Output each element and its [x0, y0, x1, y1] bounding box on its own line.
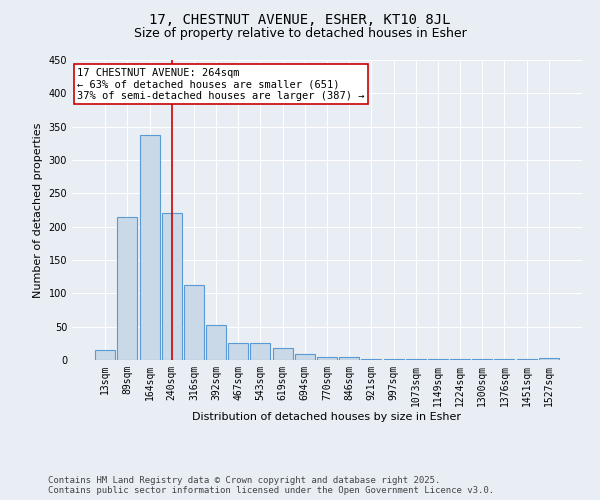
Text: 17, CHESTNUT AVENUE, ESHER, KT10 8JL: 17, CHESTNUT AVENUE, ESHER, KT10 8JL: [149, 12, 451, 26]
Text: 17 CHESTNUT AVENUE: 264sqm
← 63% of detached houses are smaller (651)
37% of sem: 17 CHESTNUT AVENUE: 264sqm ← 63% of deta…: [77, 68, 365, 100]
Text: Contains HM Land Registry data © Crown copyright and database right 2025.
Contai: Contains HM Land Registry data © Crown c…: [48, 476, 494, 495]
Bar: [317, 356, 337, 360]
Bar: [162, 214, 182, 360]
Bar: [539, 358, 559, 360]
Bar: [272, 348, 293, 360]
Bar: [361, 358, 382, 360]
X-axis label: Distribution of detached houses by size in Esher: Distribution of detached houses by size …: [193, 412, 461, 422]
Bar: [206, 324, 226, 360]
Bar: [95, 350, 115, 360]
Bar: [228, 342, 248, 360]
Bar: [184, 286, 204, 360]
Bar: [250, 344, 271, 360]
Bar: [406, 358, 426, 360]
Bar: [339, 358, 359, 360]
Bar: [140, 134, 160, 360]
Bar: [383, 358, 404, 360]
Bar: [295, 354, 315, 360]
Bar: [118, 216, 137, 360]
Text: Size of property relative to detached houses in Esher: Size of property relative to detached ho…: [134, 28, 466, 40]
Y-axis label: Number of detached properties: Number of detached properties: [33, 122, 43, 298]
